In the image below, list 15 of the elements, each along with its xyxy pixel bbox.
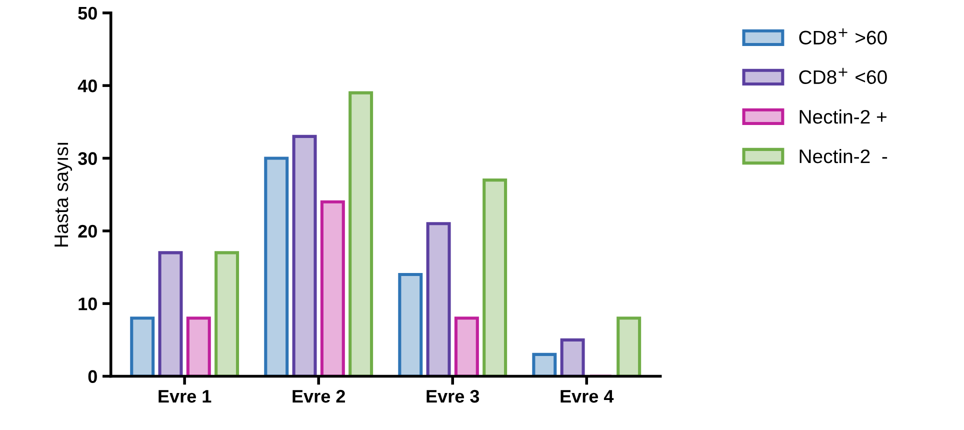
y-tick-label: 20: [78, 224, 97, 238]
x-tick-label: Evre 4: [560, 390, 614, 403]
y-tick-label: 30: [78, 152, 97, 165]
x-tick-label: Evre 1: [158, 390, 212, 403]
y-tick-label: 10: [78, 298, 97, 310]
legend-label: CD8$^{+}$ <60: [799, 68, 887, 84]
y-axis-title: Hasta sayısı: [54, 142, 72, 246]
legend-label: Nectin-2 +: [800, 109, 886, 124]
y-tick-label: 40: [78, 80, 97, 92]
x-tick-label: Evre 2: [292, 390, 345, 403]
legend-label: CD8$^{+}$ >60: [799, 28, 887, 45]
legend-label: Nectin-2 -: [800, 148, 888, 164]
y-tick-label: 50: [78, 6, 97, 20]
x-tick-label: Evre 3: [426, 390, 480, 403]
y-tick-label: 0: [88, 370, 97, 383]
